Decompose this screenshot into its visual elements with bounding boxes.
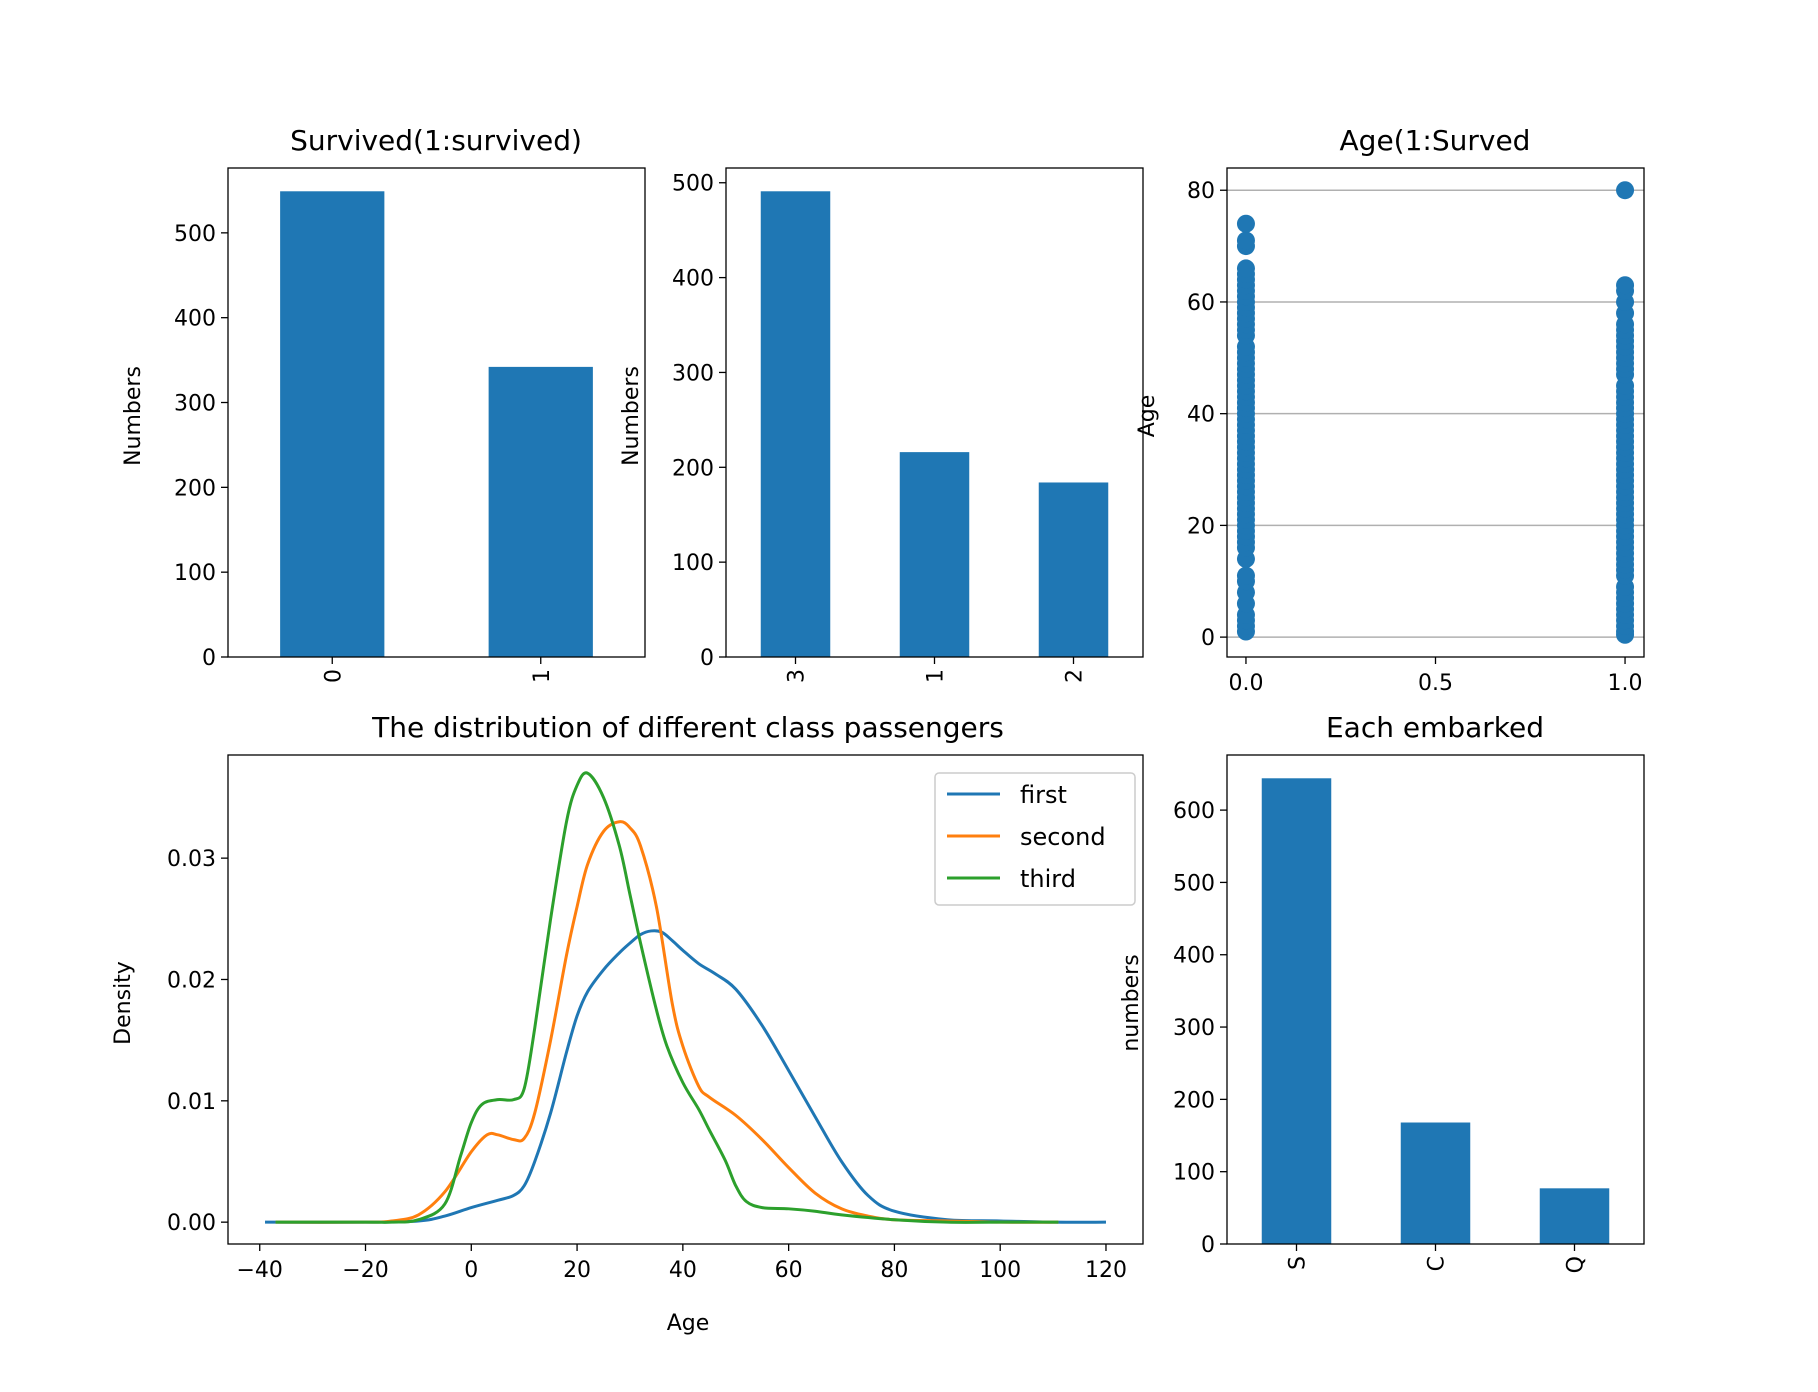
age-survived-chart-title: Age(1:Surved xyxy=(1340,124,1531,157)
x-tick-label: 60 xyxy=(775,1258,803,1283)
pclass-chart-ylabel: Numbers xyxy=(619,366,644,466)
y-tick-label: 0.00 xyxy=(167,1211,216,1236)
x-tick-label: 0.5 xyxy=(1418,671,1453,696)
y-tick-label: 0 xyxy=(1201,626,1215,651)
x-tick-label: 0.0 xyxy=(1228,671,1263,696)
y-tick-label: 0.01 xyxy=(167,1090,216,1115)
y-tick-label: 100 xyxy=(174,561,216,586)
scatter-point xyxy=(1236,566,1255,585)
y-tick-label: 200 xyxy=(174,476,216,501)
x-tick-label: 1 xyxy=(924,669,949,683)
survived-chart-ylabel: Numbers xyxy=(121,366,146,466)
legend-label-second: second xyxy=(1020,823,1106,851)
scatter-point xyxy=(1236,259,1255,278)
y-tick-label: 600 xyxy=(1173,799,1215,824)
embarked-bar xyxy=(1400,1122,1471,1244)
class-density-chart-xlabel: Age xyxy=(667,1311,710,1336)
legend-box xyxy=(934,772,1136,906)
y-tick-label: 20 xyxy=(1187,514,1215,539)
class-density-legend: first second third xyxy=(934,772,1136,906)
y-tick-label: 0.03 xyxy=(167,847,216,872)
survived-chart-title: Survived(1:survived) xyxy=(290,124,582,157)
x-tick-label: 2 xyxy=(1063,669,1088,683)
x-tick-label: 1.0 xyxy=(1608,671,1643,696)
embarked-chart-ylabel: numbers xyxy=(1119,954,1144,1051)
y-tick-label: 80 xyxy=(1187,179,1215,204)
embarked-chart: S C Q 0 100 200 300 400 500 600 Each embarked num… xyxy=(1119,711,1645,1273)
x-tick-label: 0 xyxy=(321,669,346,683)
embarked-chart-title: Each embarked xyxy=(1326,711,1544,744)
y-tick-label: 0.02 xyxy=(167,968,216,993)
pclass-bar xyxy=(1038,482,1109,657)
y-tick-label: 40 xyxy=(1187,403,1215,428)
age-survived-chart-ylabel: Age xyxy=(1135,395,1160,438)
axes-frame xyxy=(1226,754,1645,1245)
x-tick-label: 1 xyxy=(530,669,555,683)
pclass-chart: 3 1 2 0 100 200 300 400 500 Numbers xyxy=(619,167,1144,683)
y-tick-label: 0 xyxy=(202,646,216,671)
y-tick-label: 200 xyxy=(1173,1088,1215,1113)
age-survived-chart: 0 20 40 60 80 0.0 0.5 1.0 Age(1:Surved Age xyxy=(1135,124,1645,696)
scatter-point xyxy=(1616,181,1635,200)
x-tick-label: −40 xyxy=(237,1258,283,1283)
x-tick-label: 80 xyxy=(880,1258,908,1283)
pclass-bar xyxy=(899,452,970,657)
y-tick-label: 0 xyxy=(1201,1233,1215,1258)
scatter-point xyxy=(1236,214,1255,233)
density-line-third xyxy=(275,771,1059,1224)
y-tick-label: 0 xyxy=(700,646,714,671)
x-tick-label: 120 xyxy=(1085,1258,1127,1283)
x-tick-label: 20 xyxy=(563,1258,591,1283)
axes-frame xyxy=(227,754,1144,1245)
axes-frame xyxy=(1226,167,1645,658)
class-density-chart: 0.00 0.01 0.02 0.03 −40 −20 0 20 40 60 80 100 120 Th… xyxy=(111,711,1144,1336)
y-tick-label: 200 xyxy=(672,456,714,481)
survived-bar xyxy=(488,366,593,657)
legend-label-third: third xyxy=(1020,865,1076,893)
axes-frame xyxy=(227,167,646,658)
x-tick-label: S xyxy=(1286,1256,1311,1270)
y-tick-label: 400 xyxy=(1173,944,1215,969)
density-line-second xyxy=(275,820,1059,1224)
scatter-point xyxy=(1236,231,1255,250)
y-tick-label: 500 xyxy=(174,222,216,247)
y-tick-label: 400 xyxy=(174,307,216,332)
y-tick-label: 300 xyxy=(174,392,216,417)
x-tick-label: C xyxy=(1425,1256,1450,1271)
density-line-first xyxy=(265,929,1106,1224)
y-tick-label: 300 xyxy=(672,361,714,386)
legend-label-first: first xyxy=(1020,781,1067,809)
y-tick-label: 300 xyxy=(1173,1016,1215,1041)
scatter-point xyxy=(1616,276,1635,295)
y-tick-label: 400 xyxy=(672,267,714,292)
x-tick-label: 40 xyxy=(669,1258,697,1283)
y-tick-label: 100 xyxy=(1173,1161,1215,1186)
class-density-chart-title: The distribution of different class pass… xyxy=(371,711,1004,744)
y-tick-label: 500 xyxy=(672,172,714,197)
class-density-chart-ylabel: Density xyxy=(111,961,136,1045)
x-tick-label: 0 xyxy=(464,1258,478,1283)
survived-bar xyxy=(280,191,385,658)
x-tick-label: 100 xyxy=(979,1258,1021,1283)
y-tick-label: 60 xyxy=(1187,291,1215,316)
pclass-bar xyxy=(760,191,831,658)
x-tick-label: Q xyxy=(1564,1256,1589,1273)
embarked-bar xyxy=(1539,1188,1610,1244)
y-tick-label: 500 xyxy=(1173,871,1215,896)
axes-frame xyxy=(725,167,1144,658)
embarked-bar xyxy=(1261,778,1332,1244)
x-tick-label: −20 xyxy=(342,1258,388,1283)
y-tick-label: 100 xyxy=(672,551,714,576)
x-tick-label: 3 xyxy=(785,669,810,683)
